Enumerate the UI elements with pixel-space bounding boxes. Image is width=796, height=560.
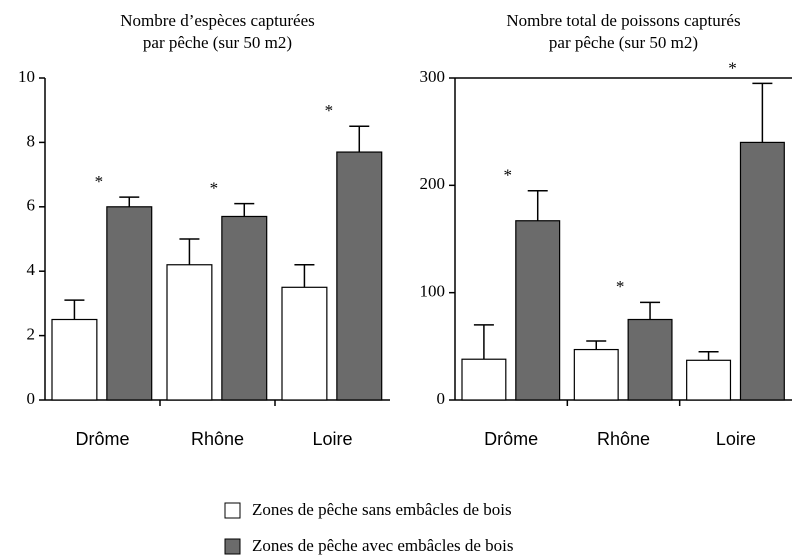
- bar: [221, 215, 268, 401]
- significance-marker: *: [210, 178, 219, 197]
- legend-label: Zones de pêche sans embâcles de bois: [252, 500, 512, 519]
- bar: [461, 358, 507, 401]
- x-tick-label: Drôme: [75, 429, 129, 449]
- significance-marker: *: [728, 58, 737, 77]
- title-line: Nombre total de poissons capturés: [506, 11, 740, 30]
- significance-marker: *: [504, 166, 513, 185]
- y-tick-label: 4: [27, 260, 36, 279]
- bar: [281, 286, 328, 401]
- bar: [573, 348, 619, 401]
- y-tick-label: 8: [27, 131, 36, 150]
- legend-swatch: [224, 538, 241, 555]
- x-tick-label: Rhône: [191, 429, 244, 449]
- legend-label: Zones de pêche avec embâcles de bois: [252, 536, 514, 555]
- y-tick-label: 6: [27, 196, 36, 215]
- title-line: par pêche (sur 50 m2): [549, 33, 698, 52]
- title-line: par pêche (sur 50 m2): [143, 33, 292, 52]
- chart-title: Nombre d’espèces capturées par pêche (sur…: [120, 11, 314, 52]
- significance-marker: *: [616, 277, 625, 296]
- bar: [106, 206, 153, 401]
- x-tick-label: Rhône: [597, 429, 650, 449]
- bar: [627, 318, 673, 401]
- significance-marker: *: [95, 172, 104, 191]
- y-tick-label: 0: [27, 389, 36, 408]
- chart-title: Nombre total de poissons capturés par pêc…: [506, 11, 740, 52]
- bar: [515, 220, 561, 401]
- title-line: Nombre d’espèces capturées: [120, 11, 314, 30]
- x-tick-label: Loire: [716, 429, 756, 449]
- y-tick-label: 2: [27, 325, 36, 344]
- x-tick-label: Drôme: [484, 429, 538, 449]
- significance-marker: *: [325, 101, 334, 120]
- bar: [686, 359, 732, 401]
- y-tick-label: 10: [18, 67, 35, 86]
- bar: [166, 264, 213, 401]
- legend-swatch: [224, 502, 241, 519]
- x-tick-label: Loire: [312, 429, 352, 449]
- y-tick-label: 0: [437, 389, 446, 408]
- y-tick-label: 200: [420, 174, 446, 193]
- y-tick-label: 300: [420, 67, 446, 86]
- bar: [51, 318, 98, 401]
- bar: [336, 151, 383, 401]
- y-tick-label: 100: [420, 282, 446, 301]
- bar: [739, 141, 785, 401]
